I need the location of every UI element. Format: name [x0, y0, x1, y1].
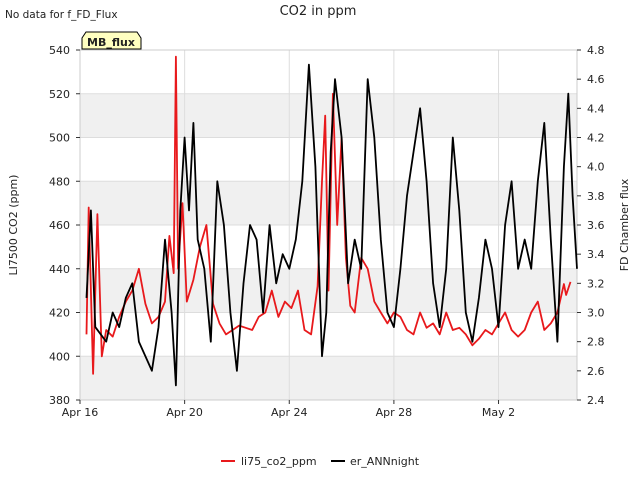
- y2-tick-label: 2.8: [587, 336, 605, 349]
- y2-tick-label: 2.6: [587, 365, 605, 378]
- x-axis-ticks: Apr 16 Apr 20 Apr 24 Apr 28 May 2: [62, 400, 515, 419]
- series-line-er_ANNnight: [85, 63, 578, 387]
- y-tick-label: 400: [49, 350, 70, 363]
- chart-title: CO2 in ppm: [280, 4, 357, 19]
- x-tick-label: Apr 28: [376, 406, 413, 419]
- right-axis-label: FD Chamber flux: [618, 178, 631, 271]
- series-lines: [85, 55, 578, 387]
- y-tick-label: 520: [49, 88, 70, 101]
- site-badge: MB_flux: [81, 31, 142, 50]
- site-badge-shape: [81, 31, 142, 50]
- series-line-li75_co2_ppm: [85, 55, 572, 375]
- y2-tick-label: 4.0: [587, 161, 605, 174]
- x-tick-label: Apr 20: [166, 406, 203, 419]
- y2-tick-label: 3.2: [587, 277, 605, 290]
- y-tick-label: 460: [49, 219, 70, 232]
- background-band: [80, 93, 577, 138]
- y2-tick-label: 4.8: [587, 44, 605, 57]
- legend: li75_co2_ppm er_ANNnight: [221, 455, 420, 468]
- no-data-note: No data for f_FD_Flux: [5, 9, 118, 21]
- left-axis-ticks: 380 400 420 440 460 480 500 520 540: [49, 44, 80, 407]
- left-axis-label: LI7500 CO2 (ppm): [7, 175, 20, 276]
- y2-tick-label: 4.2: [587, 132, 605, 145]
- y2-tick-label: 3.0: [587, 307, 605, 320]
- y2-tick-label: 3.6: [587, 219, 605, 232]
- y-tick-label: 480: [49, 175, 70, 188]
- y2-tick-label: 4.6: [587, 73, 605, 86]
- legend-label-ann: er_ANNnight: [350, 455, 420, 468]
- x-tick-label: May 2: [482, 406, 515, 419]
- legend-label-li75: li75_co2_ppm: [241, 455, 317, 468]
- y-tick-label: 540: [49, 44, 70, 57]
- y-tick-label: 380: [49, 394, 70, 407]
- y-tick-label: 500: [49, 132, 70, 145]
- y-tick-label: 440: [49, 263, 70, 276]
- right-axis-ticks: 2.4 2.6 2.8 3.0 3.2 3.4 3.6 3.8 4.0 4.2 4.4 4.6 4.8: [577, 44, 605, 407]
- site-badge-label: MB_flux: [87, 36, 135, 49]
- y2-tick-label: 4.4: [587, 102, 605, 115]
- background-band: [80, 356, 577, 400]
- y2-tick-label: 3.4: [587, 248, 605, 261]
- y-tick-label: 420: [49, 307, 70, 320]
- x-tick-label: Apr 24: [271, 406, 308, 419]
- y2-tick-label: 2.4: [587, 394, 605, 407]
- y2-tick-label: 3.8: [587, 190, 605, 203]
- x-tick-label: Apr 16: [62, 406, 99, 419]
